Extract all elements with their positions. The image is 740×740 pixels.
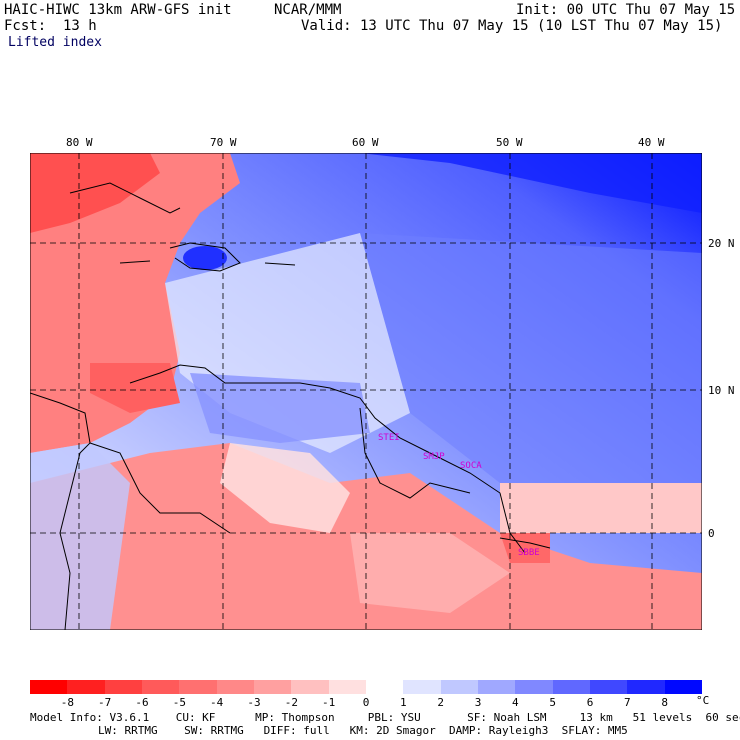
colorbar-swatch — [216, 680, 254, 694]
colorbar-tick-label: 1 — [400, 696, 407, 709]
colorbar-tick-label: 8 — [661, 696, 668, 709]
lon-label: 60 W — [352, 136, 379, 149]
colorbar-swatch — [440, 680, 478, 694]
colorbar-unit: °C — [696, 694, 710, 707]
colorbar-tick-label: 0 — [362, 696, 370, 709]
station-label: SMJP — [423, 452, 445, 462]
colorbar-swatch — [403, 680, 441, 694]
colorbar-swatch — [179, 680, 217, 694]
colorbar-tick-label: -2 — [284, 696, 298, 709]
lat-lon-grid — [30, 153, 702, 630]
lon-label: 40 W — [638, 136, 665, 149]
lifted-index-map — [30, 153, 702, 630]
colorbar-tick-label: 7 — [624, 696, 631, 709]
colorbar-tick-label: -1 — [322, 696, 336, 709]
init-time: Init: 00 UTC Thu 07 May 15 — [516, 2, 736, 18]
colorbar-swatch — [365, 680, 404, 694]
colorbar-swatch — [67, 680, 105, 694]
lon-label: 80 W — [66, 136, 93, 149]
colorbar-tick-label: 4 — [512, 696, 519, 709]
colorbar — [30, 680, 702, 694]
colorbar-swatch — [141, 680, 180, 694]
colorbar-swatch — [30, 680, 68, 694]
colorbar-tick-label: 5 — [549, 696, 556, 709]
hispaniola-stable-spot — [183, 246, 227, 270]
lat-label: 0 — [708, 527, 715, 540]
colorbar-swatch — [253, 680, 292, 694]
colorbar-tick-label: -5 — [172, 696, 186, 709]
forecast-hour: Fcst: 13 h — [4, 18, 97, 34]
lat-label: 20 N — [708, 237, 735, 250]
colorbar-tick-label: -7 — [98, 696, 112, 709]
model-info-line1: Model Info: V3.6.1 CU: KF MP: Thompson P… — [30, 711, 740, 724]
colorbar-swatch — [104, 680, 142, 694]
station-label: STEI — [378, 433, 400, 443]
coastlines — [30, 182, 551, 630]
warm-band — [500, 483, 702, 533]
high-stability-region — [360, 153, 702, 213]
field-name: Lifted index — [8, 35, 102, 50]
lon-label: 70 W — [210, 136, 237, 149]
lat-label: 10 N — [708, 384, 735, 397]
colorbar-swatch — [664, 680, 702, 694]
colorbar-tick-label: -3 — [247, 696, 261, 709]
colorbar-tick-label: 6 — [586, 696, 594, 709]
lon-label: 50 W — [496, 136, 523, 149]
colorbar-swatch — [552, 680, 590, 694]
colorbar-tick-label: -4 — [210, 696, 224, 709]
colorbar-tick-label: -6 — [135, 696, 149, 709]
colorbar-swatch — [589, 680, 628, 694]
model-info-line2: LW: RRTMG SW: RRTMG DIFF: full KM: 2D Sm… — [98, 724, 628, 737]
colorbar-tick-label: 2 — [437, 696, 444, 709]
colorbar-tick-label: -8 — [60, 696, 74, 709]
colorbar-swatch — [515, 680, 553, 694]
colorbar-swatch — [328, 680, 366, 694]
valid-time: Valid: 13 UTC Thu 07 May 15 (10 LST Thu … — [301, 18, 723, 34]
colorbar-tick-label: 3 — [474, 696, 482, 709]
colorbar-swatch — [291, 680, 329, 694]
caribbean-unstable-region — [30, 153, 240, 453]
model-title: HAIC-HIWC 13km ARW-GFS init — [4, 2, 232, 18]
colorbar-swatch — [477, 680, 516, 694]
station-label: SBBE — [518, 548, 540, 558]
colorbar-swatch — [627, 680, 665, 694]
station-label: SOCA — [460, 461, 482, 471]
center-label: NCAR/MMM — [274, 2, 342, 18]
